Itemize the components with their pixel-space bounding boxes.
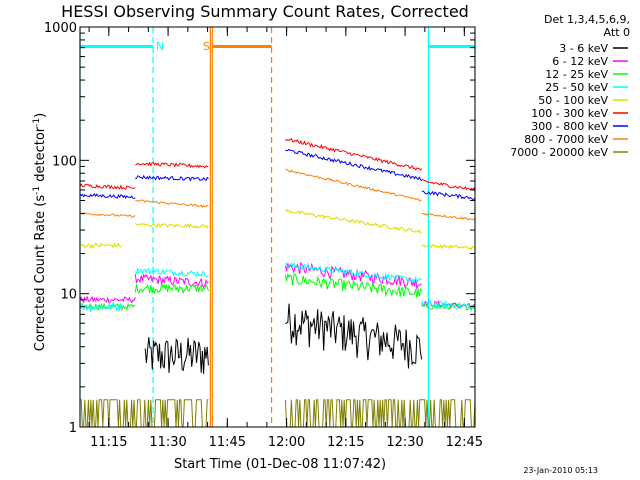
plot-area (79, 137, 476, 428)
series-line-4-2 (284, 209, 422, 234)
series-line-3-2 (284, 261, 423, 284)
night-label: N (156, 40, 164, 53)
legend-label: 300 - 800 keV (531, 120, 608, 133)
series-line-5-1 (135, 161, 209, 169)
series-line-0-0 (144, 337, 209, 374)
series-line-2-3 (421, 302, 476, 311)
axes: 1 10 100 1000 11:15 11:30 11:45 12:00 12:15 12:30… (44, 21, 483, 450)
legend-label: 100 - 300 keV (531, 107, 608, 120)
x-axis-label: Start Time (01-Dec-08 11:07:42) (174, 457, 386, 472)
y-tick-label: 1 (69, 421, 77, 436)
x-tick-label: 11:30 (149, 435, 186, 450)
series-line-1-0 (79, 295, 136, 304)
series-line-6-0 (79, 193, 136, 199)
y-axis-label-sup1: -1 (32, 186, 42, 195)
x-tick-label: 12:15 (327, 435, 364, 450)
series-7 (79, 168, 476, 221)
series-0 (144, 303, 423, 374)
series-line-5-3 (421, 178, 476, 192)
series-line-6-3 (421, 190, 476, 200)
y-axis-label-mid: detector (33, 126, 48, 186)
x-tick-label: 11:45 (209, 435, 246, 450)
series-line-7-2 (285, 168, 422, 202)
series-line-4-3 (421, 243, 476, 251)
y-tick-label: 10 (60, 288, 77, 303)
series-line-2-1 (134, 281, 209, 295)
series-line-0-1 (285, 303, 423, 369)
footer-date: 23-Jan-2010 05:13 (523, 466, 598, 475)
series-6 (79, 148, 476, 200)
legend-label: 25 - 50 keV (545, 81, 608, 94)
series-line-8-1 (284, 399, 476, 428)
x-tick-label: 11:15 (90, 435, 127, 450)
series-4 (79, 209, 476, 251)
series-1 (79, 261, 476, 310)
legend-label: 3 - 6 keV (559, 42, 608, 55)
series-line-3-3 (421, 299, 476, 312)
series-line-5-0 (79, 183, 136, 190)
series-8 (80, 399, 476, 428)
series-line-5-2 (285, 137, 423, 171)
y-axis-label-end: ) (33, 113, 48, 118)
saa-label: S (203, 40, 210, 53)
night-interval-bar (428, 45, 475, 48)
y-tick-label: 1000 (44, 21, 77, 36)
x-tick-label: 12:45 (446, 435, 483, 450)
series-line-7-3 (421, 212, 476, 221)
series-line-1-2 (284, 261, 422, 291)
night-interval-bar (80, 45, 154, 48)
y-axis-label: Corrected Count Rate (s-1 detector-1) (32, 113, 48, 351)
series-line-2-2 (284, 272, 423, 298)
legend-header: Att 0 (604, 26, 630, 39)
chart-title: HESSI Observing Summary Count Rates, Cor… (61, 2, 469, 21)
series-line-7-0 (79, 212, 136, 218)
y-tick-label: 100 (52, 154, 77, 169)
series-line-3-1 (134, 267, 209, 278)
legend-label: 800 - 7000 keV (524, 133, 608, 146)
series-line-6-1 (135, 174, 209, 182)
saa-interval-bar (212, 45, 272, 48)
legend-label: 7000 - 20000 keV (510, 146, 608, 159)
series-line-3-0 (79, 301, 122, 313)
plot-frame (79, 26, 476, 428)
legend-label: 50 - 100 keV (538, 94, 608, 107)
series-3 (79, 261, 476, 313)
series-line-4-0 (79, 242, 122, 250)
series-line-1-1 (134, 273, 209, 289)
legend-label: 12 - 25 keV (545, 68, 608, 81)
x-tick-label: 12:30 (386, 435, 423, 450)
y-axis-label-sup2: -1 (32, 118, 42, 127)
x-tick-label: 12:00 (268, 435, 305, 450)
series-line-4-1 (135, 222, 209, 229)
series-line-7-1 (135, 199, 209, 208)
legend-header: Det 1,3,4,5,6,9, (544, 13, 630, 26)
legend-label: 6 - 12 keV (552, 55, 608, 68)
series-line-6-2 (285, 148, 423, 182)
series-5 (79, 137, 476, 192)
y-axis-label-main: Corrected Count Rate (s (33, 195, 48, 352)
series-line-8-0 (80, 399, 209, 428)
